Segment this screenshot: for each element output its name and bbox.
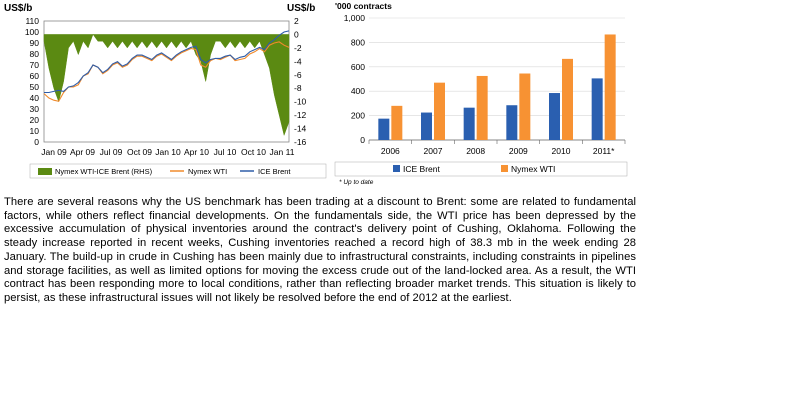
body-paragraph: There are several reasons why the US ben… [4, 196, 636, 306]
right-axis-unit: US$/b [287, 3, 315, 14]
body-paragraph-text: There are several reasons why the US ben… [4, 196, 636, 304]
x-tick-label: Jan 11 [270, 147, 295, 157]
right-tick-label: -16 [294, 137, 307, 147]
left-tick-label: 60 [30, 71, 40, 81]
left-axis-unit: US$/b [4, 3, 32, 14]
x-tick-label: Jul 09 [100, 147, 123, 157]
left-tick-label: 30 [30, 104, 40, 114]
x-tick-label: 2006 [381, 146, 400, 156]
x-tick-label: Jul 10 [214, 147, 237, 157]
legend-label-wti: Nymex WTI [188, 167, 227, 176]
spread-area [43, 33, 290, 137]
x-tick-label: Jan 10 [155, 147, 181, 157]
left-tick-label: 50 [30, 82, 40, 92]
left-tick-label: 20 [30, 115, 40, 125]
legend-frame [29, 163, 327, 179]
legend-label-spread: Nymex WTI-ICE Brent (RHS) [55, 167, 153, 176]
x-tick-label: Oct 10 [241, 147, 266, 157]
right-tick-label: -6 [294, 70, 302, 80]
right-tick-label: -12 [294, 110, 307, 120]
bar-ice-brent [549, 93, 560, 140]
left-tick-label: 100 [25, 27, 39, 37]
y-tick-label: 200 [351, 111, 365, 121]
legend-swatch-nymex-wti [501, 165, 508, 172]
legend-label-nymex-wti: Nymex WTI [511, 164, 555, 174]
bar-ice-brent [378, 118, 390, 140]
y-tick-label: 600 [351, 62, 365, 72]
y-tick-label: 800 [351, 37, 365, 47]
left-tick-label: 80 [30, 49, 40, 59]
y-tick-label: 1,000 [344, 13, 366, 23]
open-interest-chart-svg: '000 contracts 0 200 400 600 800 1,000 2006 2007… [334, 1, 628, 186]
footnote: * Up to date [339, 179, 374, 186]
bar-nymex-wti [519, 73, 531, 140]
right-tick-label: 0 [294, 29, 299, 39]
x-tick-label: Jan 09 [41, 147, 67, 157]
left-tick-label: 90 [30, 38, 40, 48]
x-tick-label: 2011* [593, 146, 615, 156]
bar-nymex-wti [604, 34, 616, 140]
right-tick-label: 2 [294, 16, 299, 26]
bar-ice-brent [591, 78, 603, 140]
left-tick-label: 40 [30, 93, 40, 103]
x-tick-label: Apr 10 [184, 147, 209, 157]
x-tick-label: 2009 [509, 146, 528, 156]
legend-swatch-ice-brent [393, 165, 400, 172]
y-axis-label: '000 contracts [335, 1, 392, 11]
left-tick-label: 10 [30, 126, 40, 136]
bar-ice-brent [421, 112, 432, 140]
bar-ice-brent [506, 105, 518, 140]
bar-nymex-wti [434, 82, 445, 140]
y-tick-label: 400 [351, 86, 365, 96]
right-tick-label: -10 [294, 97, 307, 107]
bar-nymex-wti [562, 58, 573, 141]
open-interest-chart: '000 contracts 0 200 400 600 800 1,000 2006 2007… [333, 0, 629, 186]
price-spread-chart: US$/b US$/b 0 10 20 30 40 50 60 70 80 90 100 110 2 0 -2-… [0, 0, 330, 182]
legend-label-ice-brent: ICE Brent [403, 164, 440, 174]
bar-nymex-wti [391, 105, 403, 140]
bar-nymex-wti [476, 75, 488, 140]
x-tick-label: Oct 09 [127, 147, 152, 157]
x-tick-label: 2010 [552, 146, 571, 156]
bar-ice-brent [463, 107, 475, 140]
left-tick-label: 110 [25, 16, 39, 26]
brent-line [44, 30, 290, 94]
right-tick-label: -2 [294, 43, 302, 53]
left-tick-label: 0 [34, 137, 39, 147]
legend-frame [334, 161, 628, 177]
legend-swatch-spread [38, 168, 52, 175]
x-tick-label: 2007 [424, 146, 443, 156]
legend-label-brent: ICE Brent [258, 167, 291, 176]
right-tick-label: -14 [294, 124, 307, 134]
right-tick-label: -4 [294, 56, 302, 66]
right-tick-label: -8 [294, 83, 302, 93]
x-tick-label: 2008 [466, 146, 485, 156]
left-tick-label: 70 [30, 60, 40, 70]
y-tick-label: 0 [360, 135, 365, 145]
x-tick-label: Apr 09 [70, 147, 95, 157]
